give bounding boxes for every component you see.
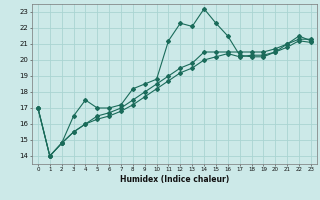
X-axis label: Humidex (Indice chaleur): Humidex (Indice chaleur) <box>120 175 229 184</box>
